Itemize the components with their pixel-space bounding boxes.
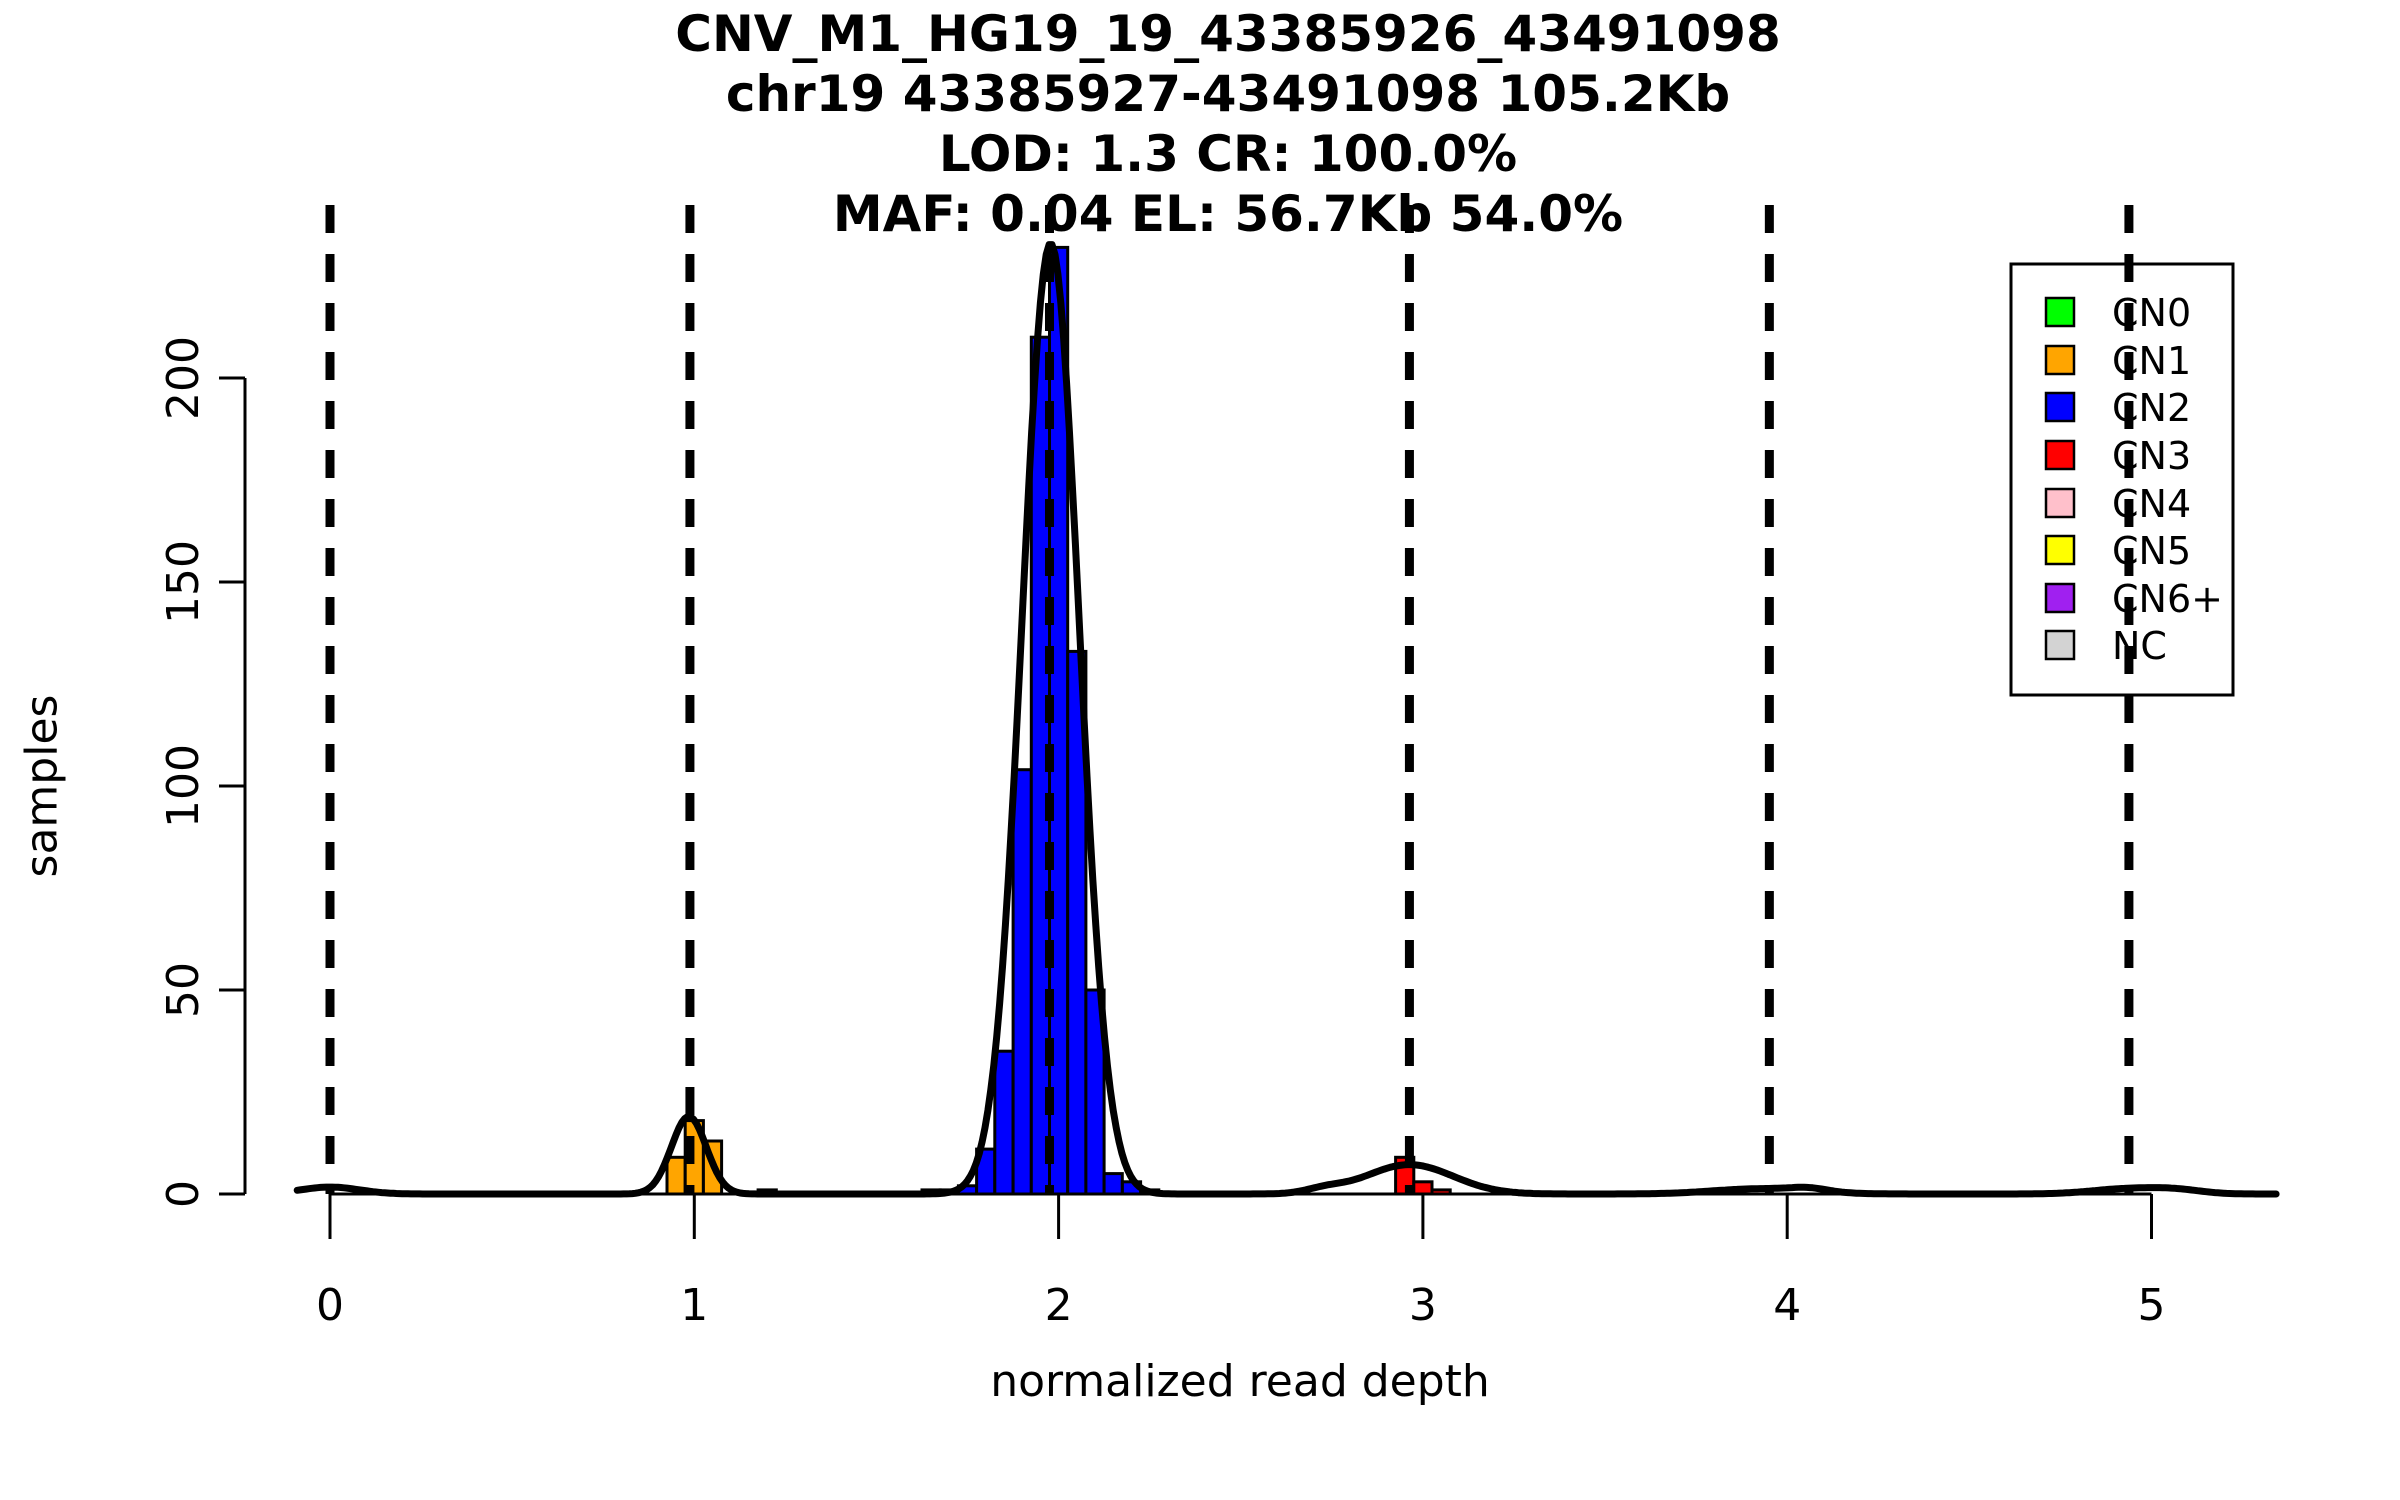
legend-swatch-nc [2044, 629, 2076, 661]
x-tick-label: 1 [680, 1280, 708, 1331]
density-curve-path [293, 241, 2280, 1198]
legend-swatch-cn6plus [2044, 582, 2076, 614]
title-line-4: MAF: 0.04 EL: 56.7Kb 54.0% [832, 185, 1624, 243]
x-axis-label: normalized read depth [990, 1356, 1490, 1407]
legend-swatch-cn5 [2044, 534, 2076, 566]
bar-cn2 [1084, 988, 1106, 1196]
y-tick-label: 150 [158, 540, 209, 624]
y-tick-label: 0 [158, 1180, 209, 1208]
y-tick-label: 50 [158, 962, 209, 1018]
legend-label-cn5: CN5 [2112, 529, 2191, 573]
x-tick-label: 4 [1773, 1280, 1801, 1331]
legend-swatch-cn3 [2044, 439, 2076, 471]
y-axis-label: samples [16, 694, 68, 878]
x-tick-label: 3 [1409, 1280, 1437, 1331]
legend-label-cn4: CN4 [2112, 482, 2191, 526]
y-tick-label: 100 [158, 744, 209, 828]
legend-box [2009, 262, 2235, 697]
bar-cn3 [1412, 1180, 1434, 1196]
bar-cn1 [665, 1155, 687, 1196]
title-line-2: chr19 43385927-43491098 105.2Kb [725, 65, 1731, 123]
y-tick-label: 200 [158, 336, 209, 420]
histogram-bars [665, 245, 1452, 1196]
legend-label-cn1: CN1 [2112, 339, 2191, 383]
title-line-3: LOD: 1.3 CR: 100.0% [938, 125, 1518, 183]
bar-cn3 [1430, 1188, 1452, 1196]
bar-cn2 [1011, 768, 1033, 1196]
density-curve [293, 241, 2280, 1198]
legend-label-cn3: CN3 [2112, 434, 2191, 478]
legend: CN0 CN1 CN2 CN3 CN4 CN5 CN6+ NC [2009, 262, 2235, 697]
chart-title: CNV_M1_HG19_19_43385926_43491098 chr19 4… [675, 4, 1780, 244]
cluster-mean-lines [325, 205, 1774, 1194]
legend-swatch-cn2 [2044, 391, 2076, 423]
title-line-1: CNV_M1_HG19_19_43385926_43491098 [675, 5, 1781, 63]
legend-label-nc: NC [2112, 624, 2167, 668]
x-tick-label: 2 [1045, 1280, 1073, 1331]
legend-swatch-cn1 [2044, 344, 2076, 376]
bar-cn2 [993, 1049, 1015, 1196]
legend-swatch-cn4 [2044, 487, 2076, 519]
x-tick-label: 0 [316, 1280, 344, 1331]
x-tick-label: 5 [2138, 1280, 2166, 1331]
legend-label-cn2: CN2 [2112, 386, 2191, 430]
bar-cn2 [1102, 1172, 1124, 1196]
legend-label-cn0: CN0 [2112, 291, 2191, 335]
bar-cn2 [1066, 649, 1088, 1196]
legend-swatch-cn0 [2044, 296, 2076, 328]
